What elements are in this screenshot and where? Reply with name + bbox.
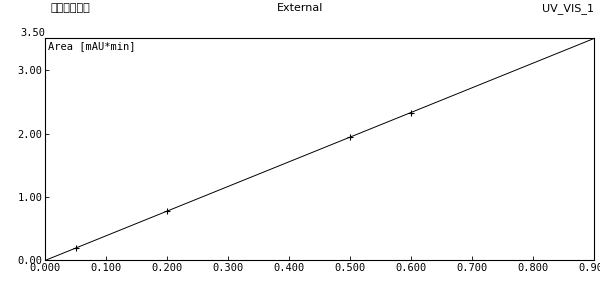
- Text: UV_VIS_1: UV_VIS_1: [542, 3, 594, 14]
- Text: 3.50: 3.50: [20, 28, 45, 38]
- Text: Area [mAU*min]: Area [mAU*min]: [48, 41, 135, 51]
- Text: 氮化两面针碑: 氮化两面针碑: [51, 3, 91, 13]
- Text: External: External: [277, 3, 323, 13]
